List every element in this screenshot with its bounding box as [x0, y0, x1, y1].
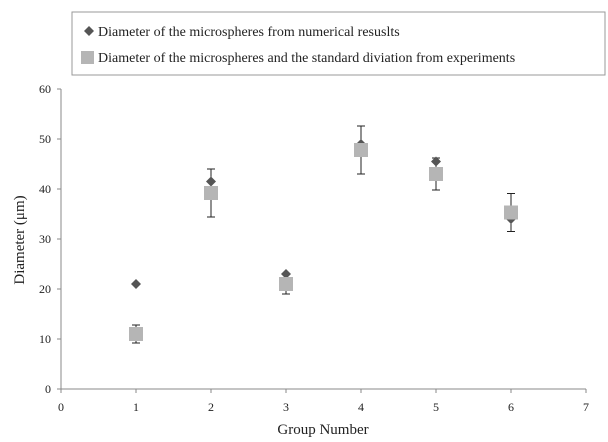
diamond-point	[206, 176, 216, 187]
x-tick-label: 4	[358, 400, 364, 414]
diamond-point	[131, 279, 141, 289]
legend-square-marker	[81, 51, 94, 64]
error-bars	[132, 125, 515, 344]
y-tick-label: 10	[39, 332, 51, 346]
y-tick-label: 40	[39, 182, 51, 196]
legend-label-experimental: Diameter of the microspheres and the sta…	[98, 51, 515, 66]
x-tick-label: 1	[133, 400, 139, 414]
x-tick-label: 6	[508, 400, 514, 414]
y-tick-label: 50	[39, 132, 51, 146]
square-point	[354, 143, 368, 157]
ticks	[57, 88, 587, 393]
diamond-point	[281, 269, 291, 279]
y-tick-label: 30	[39, 232, 51, 246]
legend: Diameter of the microspheres from numeri…	[71, 11, 606, 76]
x-tick-label: 5	[433, 400, 439, 414]
x-tick-label: 7	[583, 400, 589, 414]
square-point	[204, 186, 218, 200]
legend-box	[71, 11, 606, 76]
x-tick-label: 2	[208, 400, 214, 414]
square-point	[279, 277, 293, 291]
legend-diamond-marker	[84, 26, 94, 36]
x-tick-label: 3	[283, 400, 289, 414]
y-tick-label: 60	[39, 82, 51, 96]
diamond-point	[431, 156, 441, 167]
y-tick-label: 20	[39, 282, 51, 296]
x-tick-label: 0	[58, 400, 64, 414]
legend-label-numerical: Diameter of the microspheres from numeri…	[98, 25, 400, 40]
square-point	[129, 327, 143, 341]
x-axis-title: Group Number	[277, 422, 368, 437]
square-point	[429, 167, 443, 181]
y-tick-label: 0	[45, 382, 51, 396]
data-points	[129, 139, 518, 341]
tick-labels: 0 10 20 30 40 50 60 0 1 2 3 4 5 6 7	[39, 82, 589, 414]
y-axis-title: Diameter (μm)	[12, 195, 28, 284]
square-point	[504, 205, 518, 220]
